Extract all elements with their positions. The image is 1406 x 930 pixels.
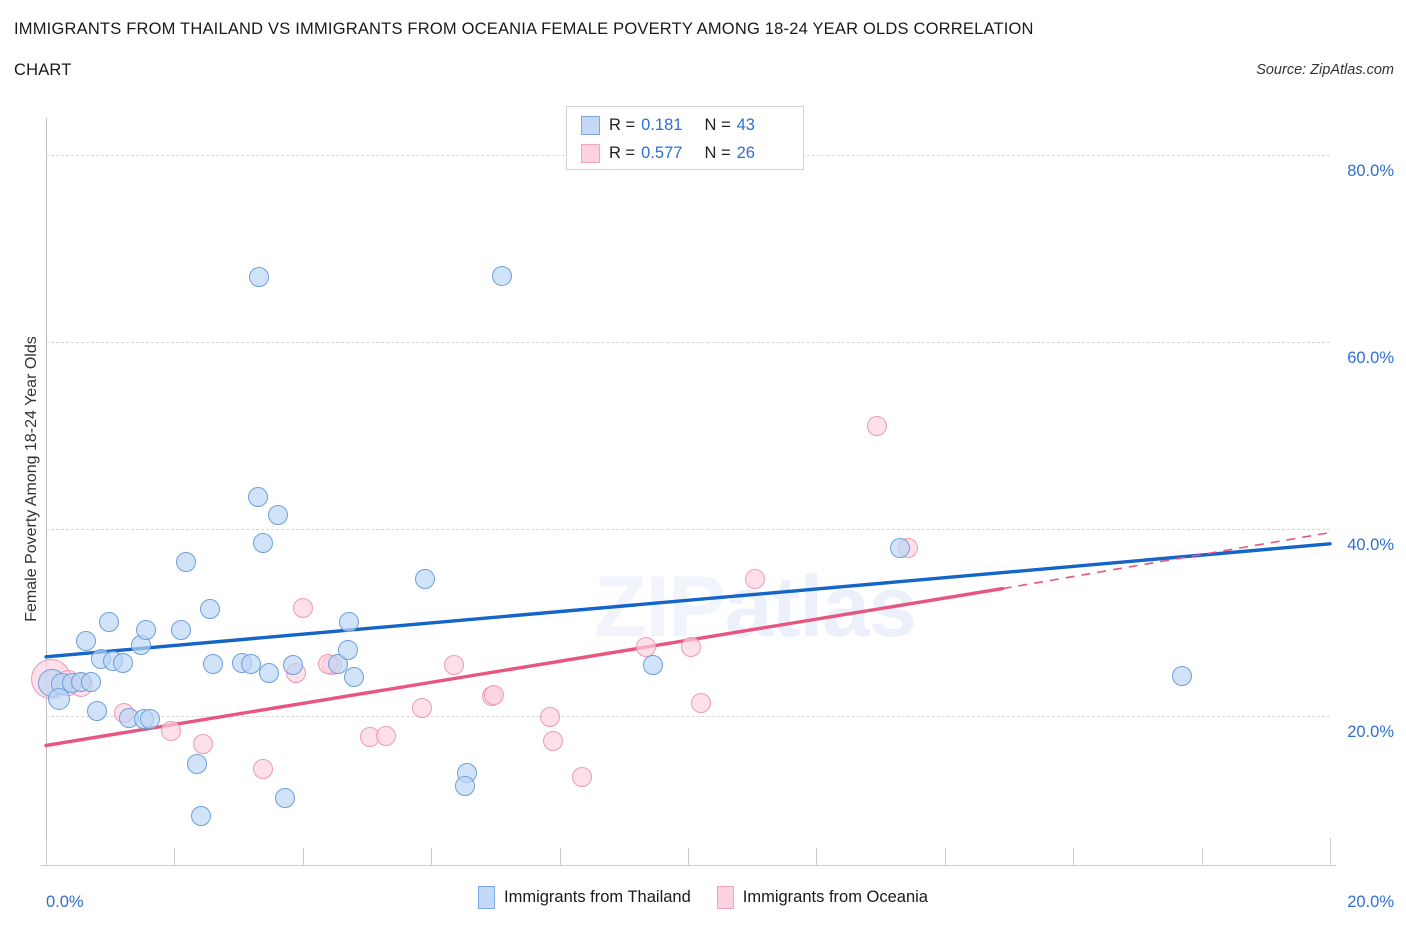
data-point[interactable] xyxy=(259,662,280,683)
data-point[interactable] xyxy=(191,806,212,827)
x-axis-line xyxy=(40,865,1336,866)
x-axis-tick xyxy=(46,838,47,865)
data-point[interactable] xyxy=(202,654,223,675)
data-point[interactable] xyxy=(283,655,304,676)
legend-n-label: N = xyxy=(704,116,731,134)
data-point[interactable] xyxy=(867,416,888,437)
data-point[interactable] xyxy=(113,653,134,674)
data-point[interactable] xyxy=(199,599,220,620)
data-point[interactable] xyxy=(443,655,464,676)
legend-row: R = 0.577 N = 26 xyxy=(581,144,755,163)
data-point[interactable] xyxy=(642,655,663,676)
x-axis-tick xyxy=(1201,848,1203,865)
data-point[interactable] xyxy=(484,685,505,706)
legend-n-value: 43 xyxy=(736,116,755,134)
data-point[interactable] xyxy=(241,654,262,675)
x-axis-max-label: 20.0% xyxy=(1347,893,1394,911)
x-axis-tick xyxy=(302,848,304,865)
legend-r-value: 0.181 xyxy=(641,116,683,134)
watermark-zip: ZIP xyxy=(594,559,726,655)
data-point[interactable] xyxy=(161,721,182,742)
data-point[interactable] xyxy=(47,687,70,710)
y-tick-label: 20.0% xyxy=(1347,722,1394,741)
data-point[interactable] xyxy=(80,671,101,692)
correlation-legend-box: R = 0.181 N = 43 R = 0.577 N = 26 xyxy=(566,106,804,170)
source-attribution: Source: ZipAtlas.com xyxy=(1256,62,1394,78)
x-axis-tick xyxy=(944,848,946,865)
data-point[interactable] xyxy=(328,654,349,675)
data-point[interactable] xyxy=(337,640,358,661)
data-point[interactable] xyxy=(252,758,273,779)
x-axis-tick xyxy=(816,848,818,865)
x-axis-tick xyxy=(174,848,176,865)
data-point[interactable] xyxy=(140,709,160,730)
series-legend-label: Immigrants from Oceania xyxy=(742,888,928,906)
legend-row: R = 0.181 N = 43 xyxy=(581,116,755,135)
legend-r-label: R = xyxy=(609,144,636,162)
data-point[interactable] xyxy=(186,754,207,775)
trendline-dashed-extension xyxy=(1002,531,1331,590)
series-legend-item[interactable]: Immigrants from Thailand xyxy=(478,886,691,909)
gridline-40 xyxy=(46,528,1330,530)
x-axis-tick xyxy=(431,848,433,865)
x-axis-tick xyxy=(559,848,561,865)
legend-color-swatch xyxy=(581,144,600,163)
data-point[interactable] xyxy=(889,537,910,558)
data-point[interactable] xyxy=(690,692,711,713)
series-legend-item[interactable]: Immigrants from Oceania xyxy=(716,886,928,909)
data-point[interactable] xyxy=(75,630,96,651)
data-point[interactable] xyxy=(411,698,432,719)
data-point[interactable] xyxy=(175,551,196,572)
y-tick-label: 40.0% xyxy=(1347,535,1394,554)
trendline xyxy=(44,586,1005,748)
data-point[interactable] xyxy=(376,726,397,747)
data-point[interactable] xyxy=(455,775,476,796)
gridline-20 xyxy=(46,715,1330,717)
legend-color-swatch xyxy=(581,116,600,135)
data-point[interactable] xyxy=(292,598,313,619)
x-axis-tick xyxy=(1073,848,1075,865)
x-axis-tick xyxy=(688,848,689,865)
y-tick-label: 80.0% xyxy=(1347,162,1394,181)
data-point[interactable] xyxy=(543,730,564,751)
data-point[interactable] xyxy=(135,619,156,640)
data-point[interactable] xyxy=(252,532,273,553)
gridline-60 xyxy=(46,342,1330,344)
data-point[interactable] xyxy=(491,265,512,286)
data-point[interactable] xyxy=(344,667,365,688)
y-tick-label: 60.0% xyxy=(1347,349,1394,368)
series-legend-swatch xyxy=(716,886,734,909)
y-axis-title: Female Poverty Among 18-24 Year Olds xyxy=(23,336,40,622)
data-point[interactable] xyxy=(247,487,268,508)
y-axis-line xyxy=(46,118,47,865)
data-point[interactable] xyxy=(681,636,702,657)
series-legend: Immigrants from Thailand Immigrants from … xyxy=(0,886,1406,909)
legend-n-value: 26 xyxy=(736,144,755,162)
data-point[interactable] xyxy=(414,569,435,590)
page-title-line-2: CHART xyxy=(14,61,72,79)
page-title-line-1: IMMIGRANTS FROM THAILAND VS IMMIGRANTS F… xyxy=(14,20,1034,38)
legend-r-label: R = xyxy=(609,116,636,134)
legend-r-value: 0.577 xyxy=(641,144,683,162)
data-point[interactable] xyxy=(274,787,295,808)
series-legend-label: Immigrants from Thailand xyxy=(504,888,691,906)
data-point[interactable] xyxy=(193,733,214,754)
data-point[interactable] xyxy=(249,266,270,287)
data-point[interactable] xyxy=(98,612,119,633)
data-point[interactable] xyxy=(170,619,191,640)
data-point[interactable] xyxy=(87,700,108,721)
data-point[interactable] xyxy=(572,767,593,788)
legend-n-label: N = xyxy=(704,144,731,162)
data-point[interactable] xyxy=(1172,666,1193,687)
data-point[interactable] xyxy=(745,569,766,590)
trend-lines xyxy=(44,531,1332,748)
x-axis-tick xyxy=(1330,838,1331,865)
data-point[interactable] xyxy=(539,707,560,728)
series-legend-swatch xyxy=(478,886,495,909)
data-point[interactable] xyxy=(268,504,289,525)
x-axis-min-label: 0.0% xyxy=(46,893,84,911)
data-point[interactable] xyxy=(339,612,360,633)
plot-area: ZIPatlas xyxy=(31,118,1332,865)
